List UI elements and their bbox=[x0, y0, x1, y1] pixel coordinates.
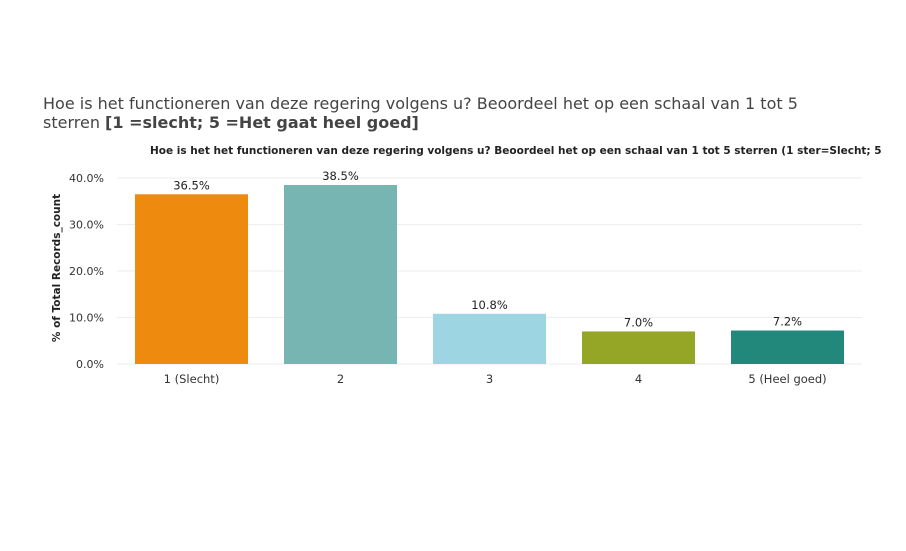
x-axis-ticks: 1 (Slecht) 2 3 4 5 (Heel goed) bbox=[164, 372, 827, 386]
y-tick-label: 10.0% bbox=[69, 312, 104, 325]
x-tick-label: 4 bbox=[635, 372, 642, 386]
bar bbox=[433, 313, 546, 364]
title-line-2: sterren [1 =slecht; 5 =Het gaat heel goe… bbox=[43, 113, 863, 132]
chart-title: Hoe is het het functioneren van deze reg… bbox=[150, 145, 882, 157]
title-line-2-bold: [1 =slecht; 5 =Het gaat heel goed] bbox=[105, 113, 419, 132]
title-line-1: Hoe is het functioneren van deze regerin… bbox=[43, 94, 798, 113]
data-label: 36.5% bbox=[173, 178, 210, 192]
data-label: 10.8% bbox=[471, 298, 508, 312]
bar bbox=[135, 194, 248, 364]
x-tick-label: 5 (Heel goed) bbox=[748, 372, 826, 386]
y-axis-ticks: 0.0% 10.0% 20.0% 30.0% 40.0% bbox=[69, 172, 104, 371]
x-tick-label: 2 bbox=[337, 372, 344, 386]
y-tick-label: 40.0% bbox=[69, 172, 104, 185]
data-label: 7.2% bbox=[773, 315, 802, 329]
data-label: 38.5% bbox=[322, 169, 359, 183]
bar bbox=[582, 331, 695, 364]
title-line-2-prefix: sterren bbox=[43, 113, 106, 132]
bar bbox=[731, 330, 844, 364]
y-tick-label: 20.0% bbox=[69, 265, 104, 278]
bars bbox=[135, 184, 844, 364]
y-axis-label: % of Total Records_count bbox=[51, 194, 63, 342]
bar bbox=[284, 184, 397, 364]
data-label: 7.0% bbox=[624, 315, 653, 329]
x-tick-label: 3 bbox=[486, 372, 493, 386]
data-labels: 36.5% 38.5% 10.8% 7.0% 7.2% bbox=[173, 169, 802, 329]
y-tick-label: 0.0% bbox=[76, 358, 104, 371]
page-title: Hoe is het functioneren van deze regerin… bbox=[43, 94, 863, 132]
x-tick-label: 1 (Slecht) bbox=[164, 372, 220, 386]
y-tick-label: 30.0% bbox=[69, 219, 104, 232]
